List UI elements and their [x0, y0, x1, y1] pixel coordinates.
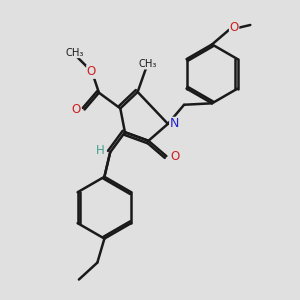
Text: O: O [72, 103, 81, 116]
Text: O: O [87, 65, 96, 78]
Text: O: O [230, 21, 239, 34]
Text: O: O [170, 150, 179, 163]
Text: CH₃: CH₃ [66, 48, 84, 58]
Text: H: H [96, 144, 105, 157]
Text: CH₃: CH₃ [138, 59, 157, 69]
Text: N: N [170, 117, 179, 130]
